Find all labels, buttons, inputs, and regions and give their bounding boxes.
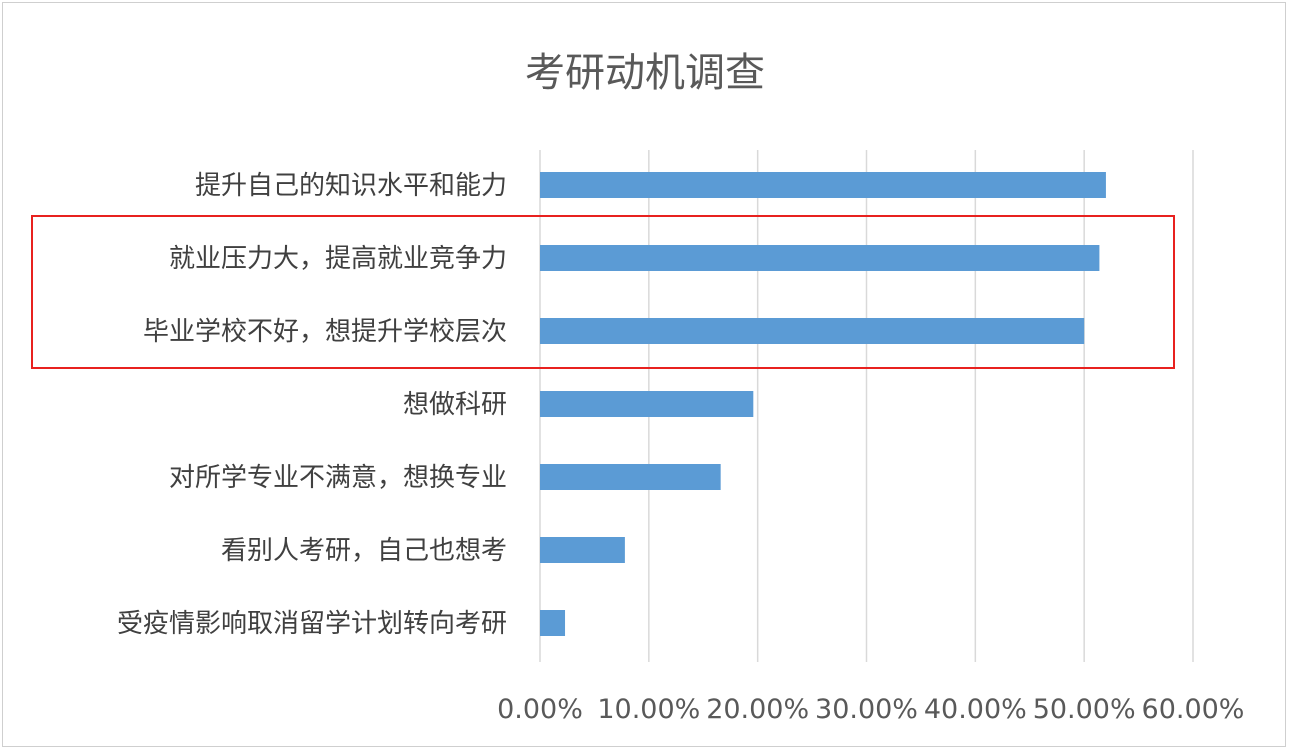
highlight-box [31, 215, 1175, 369]
category-label: 受疫情影响取消留学计划转向考研 [117, 609, 507, 639]
bar [540, 464, 721, 490]
chart-title: 考研动机调查 [525, 50, 765, 96]
category-label: 想做科研 [403, 390, 507, 420]
bar [540, 391, 754, 417]
x-tick-label: 60.00% [1142, 694, 1245, 725]
bar [540, 318, 1085, 344]
x-tick-label: 20.00% [706, 694, 809, 725]
x-tick-label: 0.00% [497, 694, 583, 725]
x-tick-label: 50.00% [1033, 694, 1136, 725]
bar [540, 245, 1100, 271]
category-label: 就业压力大，提高就业竞争力 [169, 244, 507, 274]
bar [540, 537, 625, 563]
x-tick-label: 40.00% [924, 694, 1027, 725]
bar [540, 610, 566, 636]
category-label: 对所学专业不满意，想换专业 [169, 463, 507, 493]
x-tick-label: 30.00% [815, 694, 918, 725]
category-label: 看别人考研，自己也想考 [221, 536, 507, 566]
bar [540, 172, 1106, 198]
category-label: 提升自己的知识水平和能力 [195, 171, 507, 201]
category-label: 毕业学校不好，想提升学校层次 [143, 317, 507, 347]
x-tick-label: 10.00% [597, 694, 700, 725]
